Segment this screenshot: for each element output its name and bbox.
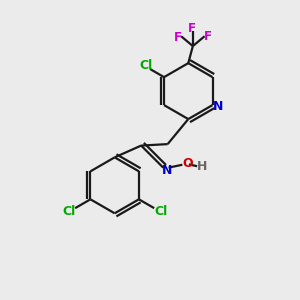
Text: Cl: Cl (62, 205, 75, 218)
Text: Cl: Cl (140, 59, 153, 72)
Text: O: O (182, 157, 193, 170)
Text: F: F (174, 31, 182, 44)
Text: H: H (197, 160, 208, 173)
Text: N: N (213, 100, 223, 113)
Text: F: F (188, 22, 196, 35)
Text: N: N (162, 164, 172, 177)
Text: Cl: Cl (154, 205, 167, 218)
Text: F: F (204, 30, 212, 43)
